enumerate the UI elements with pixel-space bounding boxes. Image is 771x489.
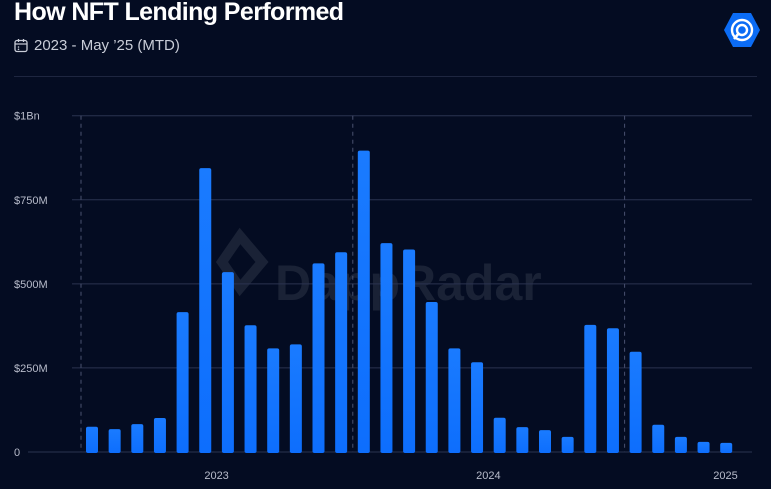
bar-2023-09[interactable] [267, 348, 280, 453]
bar-2023-02[interactable] [108, 429, 121, 453]
y-tick-label: 0 [14, 447, 20, 459]
bar-2025-03[interactable] [674, 436, 687, 453]
bar-2024-08[interactable] [516, 427, 529, 453]
bar-2024-03[interactable] [403, 249, 416, 453]
bar-2023-03[interactable] [131, 424, 144, 453]
bar-2023-07[interactable] [221, 272, 234, 453]
y-tick-label: $500M [14, 279, 48, 291]
x-tick-label: 2023 [204, 470, 228, 482]
date-range-text: 2023 - May ’25 (MTD) [34, 37, 180, 54]
bar-2023-11[interactable] [312, 263, 325, 453]
bar-2024-05[interactable] [448, 348, 461, 453]
calendar-icon [14, 39, 28, 53]
bar-2023-12[interactable] [335, 252, 348, 453]
bar-2024-06[interactable] [471, 362, 484, 453]
bar-2025-05[interactable] [720, 442, 733, 453]
bar-2023-01[interactable] [86, 426, 98, 453]
bar-2023-04[interactable] [153, 418, 166, 453]
bar-2024-10[interactable] [561, 436, 574, 453]
bar-2024-02[interactable] [380, 243, 393, 453]
bar-2025-02[interactable] [652, 424, 665, 453]
bar-2023-06[interactable] [199, 168, 212, 454]
date-range: 2023 - May ’25 (MTD) [14, 37, 180, 54]
header-divider [14, 76, 757, 77]
bar-2025-01[interactable] [629, 351, 642, 453]
bar-2024-01[interactable] [357, 150, 370, 453]
y-tick-label: $750M [14, 195, 48, 207]
bar-2023-08[interactable] [244, 325, 257, 453]
dappradar-logo-icon [724, 13, 760, 47]
y-tick-label: $1Bn [14, 111, 40, 123]
page-title: How NFT Lending Performed [14, 0, 344, 26]
bar-2024-09[interactable] [539, 430, 551, 453]
y-tick-label: $250M [14, 363, 48, 375]
bar-2024-04[interactable] [425, 302, 438, 453]
bar-2025-04[interactable] [697, 441, 710, 453]
bar-2024-12[interactable] [606, 328, 619, 453]
x-tick-label: 2025 [713, 470, 737, 482]
bar-2023-05[interactable] [176, 312, 189, 453]
bar-2024-07[interactable] [493, 417, 506, 453]
x-tick-label: 2024 [476, 470, 500, 482]
bar-2024-11[interactable] [584, 324, 597, 453]
bar-2023-10[interactable] [289, 344, 302, 453]
